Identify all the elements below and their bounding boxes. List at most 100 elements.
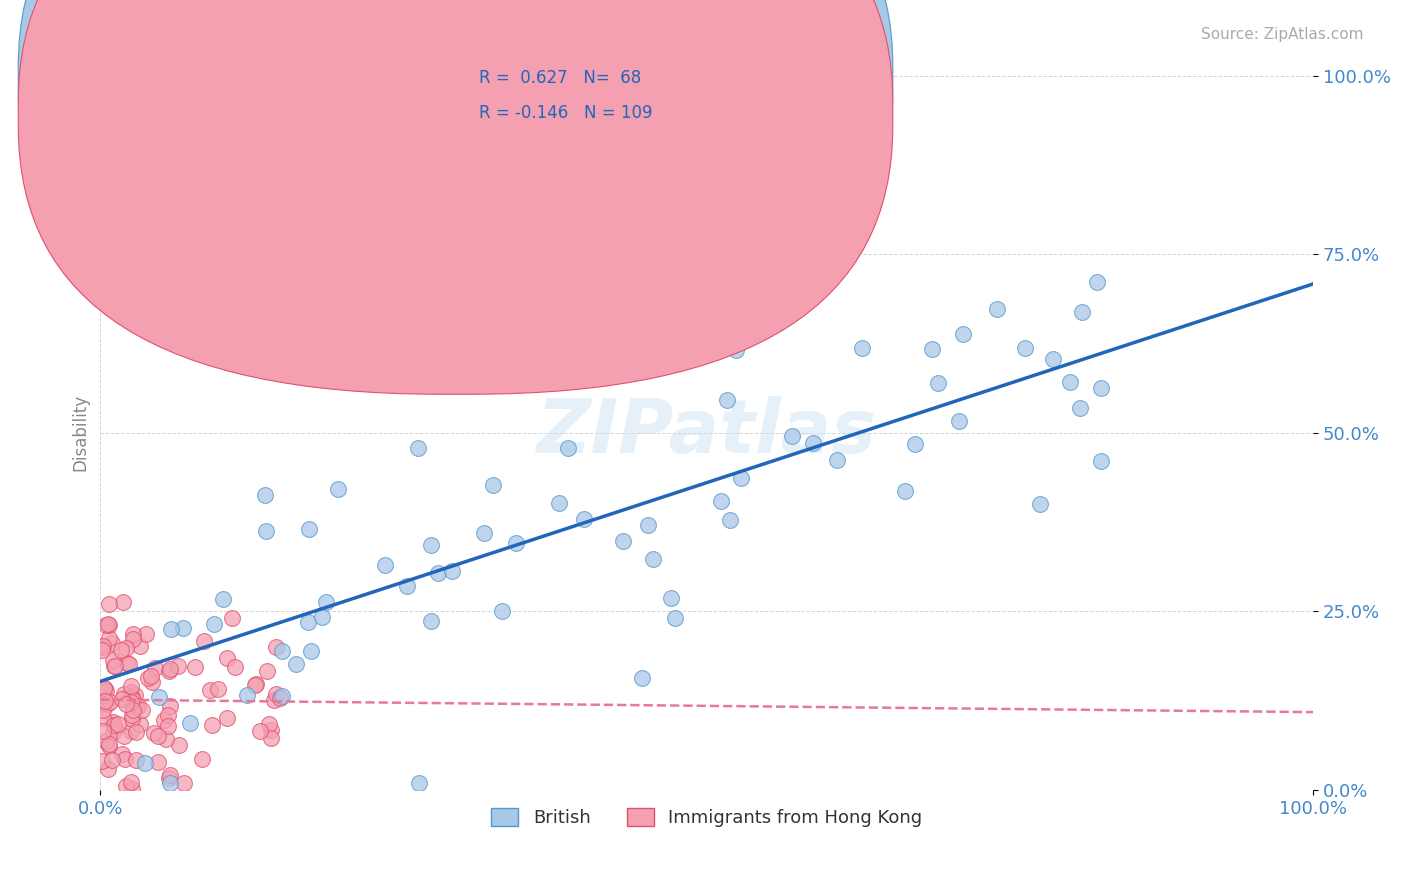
Point xyxy=(718,513,741,527)
Point xyxy=(827,453,849,467)
Point xyxy=(710,493,733,508)
Point xyxy=(1029,497,1052,511)
Point xyxy=(120,685,142,699)
Point xyxy=(1090,454,1112,468)
Point xyxy=(114,729,136,743)
Point xyxy=(1014,342,1036,356)
Point xyxy=(98,695,121,709)
Point xyxy=(93,681,115,695)
Point xyxy=(120,774,142,789)
Point xyxy=(374,558,396,573)
Point xyxy=(96,697,118,711)
Point xyxy=(131,703,153,717)
Point xyxy=(482,478,505,492)
Point xyxy=(155,732,177,747)
Point xyxy=(127,699,149,714)
Point xyxy=(311,610,333,624)
Point xyxy=(201,718,224,732)
Point xyxy=(97,597,120,611)
Point xyxy=(124,688,146,702)
Text: R =  0.627   N=  68: R = 0.627 N= 68 xyxy=(479,69,641,87)
Point xyxy=(114,752,136,766)
Point xyxy=(112,595,135,609)
Point xyxy=(94,683,117,698)
Point xyxy=(215,651,238,665)
Point xyxy=(224,660,246,674)
Point xyxy=(110,643,132,657)
Point xyxy=(101,753,124,767)
Point xyxy=(121,691,143,706)
Point xyxy=(664,611,686,625)
Point xyxy=(269,691,291,706)
Point xyxy=(91,703,114,717)
Point xyxy=(138,671,160,685)
Point xyxy=(298,522,321,536)
Point xyxy=(128,717,150,731)
Point xyxy=(122,692,145,706)
Point xyxy=(121,708,143,723)
Point xyxy=(167,738,190,752)
Point xyxy=(1042,352,1064,367)
Point xyxy=(156,707,179,722)
Point xyxy=(107,716,129,731)
Point xyxy=(491,604,513,618)
Point xyxy=(91,723,114,738)
Point xyxy=(98,631,121,645)
Point xyxy=(193,633,215,648)
Point xyxy=(159,698,181,713)
Point xyxy=(121,632,143,646)
Point xyxy=(157,771,180,785)
Point xyxy=(257,717,280,731)
Point xyxy=(159,776,181,790)
Point xyxy=(97,738,120,752)
Point xyxy=(97,617,120,632)
Point xyxy=(716,311,738,326)
Point xyxy=(1070,305,1092,319)
Point xyxy=(114,641,136,656)
Point xyxy=(134,756,156,770)
Point xyxy=(104,658,127,673)
Point xyxy=(122,627,145,641)
Point xyxy=(637,518,659,533)
Point xyxy=(264,640,287,654)
Point xyxy=(143,661,166,675)
Point xyxy=(120,679,142,693)
Point xyxy=(121,782,143,797)
Point xyxy=(260,723,283,737)
Point xyxy=(157,664,180,678)
Point xyxy=(419,538,441,552)
Y-axis label: Disability: Disability xyxy=(72,394,89,471)
Point xyxy=(110,692,132,706)
Point xyxy=(117,657,139,672)
Point xyxy=(167,658,190,673)
Point xyxy=(172,621,194,635)
Legend: British, Immigrants from Hong Kong: British, Immigrants from Hong Kong xyxy=(484,801,929,835)
Point xyxy=(217,711,239,725)
Point xyxy=(91,639,114,653)
Point xyxy=(94,618,117,632)
Point xyxy=(101,715,124,730)
Point xyxy=(927,376,949,390)
Point xyxy=(297,615,319,629)
Point xyxy=(260,731,283,745)
Point xyxy=(236,688,259,702)
Point xyxy=(730,471,752,485)
Point xyxy=(904,437,927,451)
Point xyxy=(121,713,143,727)
Point xyxy=(245,678,267,692)
Point xyxy=(173,776,195,790)
Point xyxy=(128,639,150,653)
Point xyxy=(263,693,285,707)
Point xyxy=(472,525,495,540)
Point xyxy=(270,689,292,703)
Point xyxy=(1069,401,1091,416)
Point xyxy=(120,723,142,738)
Text: R = -0.146   N = 109: R = -0.146 N = 109 xyxy=(479,104,652,122)
Point xyxy=(659,591,682,606)
Point xyxy=(120,696,142,710)
Text: BRITISH VS IMMIGRANTS FROM HONG KONG DISABILITY CORRELATION CHART: BRITISH VS IMMIGRANTS FROM HONG KONG DIS… xyxy=(56,27,759,45)
Point xyxy=(245,677,267,691)
Point xyxy=(97,762,120,776)
Point xyxy=(198,683,221,698)
Point xyxy=(111,747,134,762)
